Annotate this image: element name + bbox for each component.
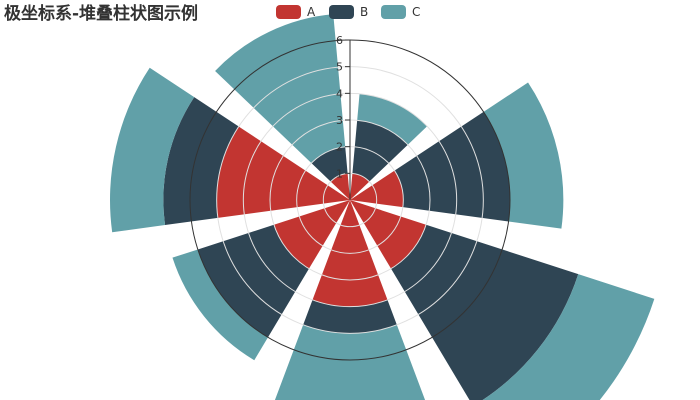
bar-A-7[interactable] — [330, 173, 350, 200]
radius-axis-ticks: 1 2 3 4 5 6 — [336, 34, 350, 180]
radius-tick-label: 3 — [336, 114, 343, 127]
legend-item-B[interactable]: B — [329, 5, 368, 19]
legend-label-B: B — [360, 5, 368, 19]
bar-B-7[interactable] — [311, 146, 348, 182]
radius-tick-label: 5 — [336, 61, 343, 74]
legend-item-A[interactable]: A — [276, 5, 316, 19]
legend-swatch-C — [381, 5, 406, 19]
bar-B-3[interactable] — [391, 224, 579, 400]
legend-label-A: A — [307, 5, 316, 19]
bar-C-4[interactable] — [266, 324, 435, 400]
bar-B-4[interactable] — [303, 299, 397, 334]
bar-A-2[interactable] — [350, 170, 404, 208]
bars-layer — [110, 14, 655, 400]
bar-C-7[interactable] — [215, 14, 346, 164]
radius-tick-label: 4 — [336, 87, 343, 100]
bar-C-3[interactable] — [473, 274, 655, 400]
bar-A-6[interactable] — [216, 126, 350, 218]
series-C — [110, 14, 655, 400]
bar-A-1[interactable] — [350, 173, 370, 200]
bar-C-5[interactable] — [172, 249, 268, 361]
bar-B-5[interactable] — [197, 224, 309, 338]
legend: A B C — [276, 5, 420, 19]
legend-item-C[interactable]: C — [381, 5, 420, 19]
bar-C-1[interactable] — [357, 93, 428, 145]
bar-B-6[interactable] — [163, 97, 239, 226]
bar-B-1[interactable] — [352, 120, 408, 182]
bar-C-6[interactable] — [110, 67, 195, 233]
legend-swatch-A — [276, 5, 301, 19]
series-B — [163, 97, 579, 400]
legend-label-C: C — [412, 5, 420, 19]
bar-A-5[interactable] — [273, 200, 350, 269]
bar-A-3[interactable] — [350, 200, 427, 269]
radius-tick-label: 6 — [336, 34, 343, 47]
legend-swatch-B — [329, 5, 354, 19]
bar-B-2[interactable] — [394, 111, 511, 222]
radius-tick-label: 2 — [336, 141, 343, 154]
chart-title: 极坐标系-堆叠柱状图示例 — [4, 3, 198, 24]
bar-C-2[interactable] — [483, 82, 564, 229]
radius-tick-label: 1 — [336, 167, 343, 180]
